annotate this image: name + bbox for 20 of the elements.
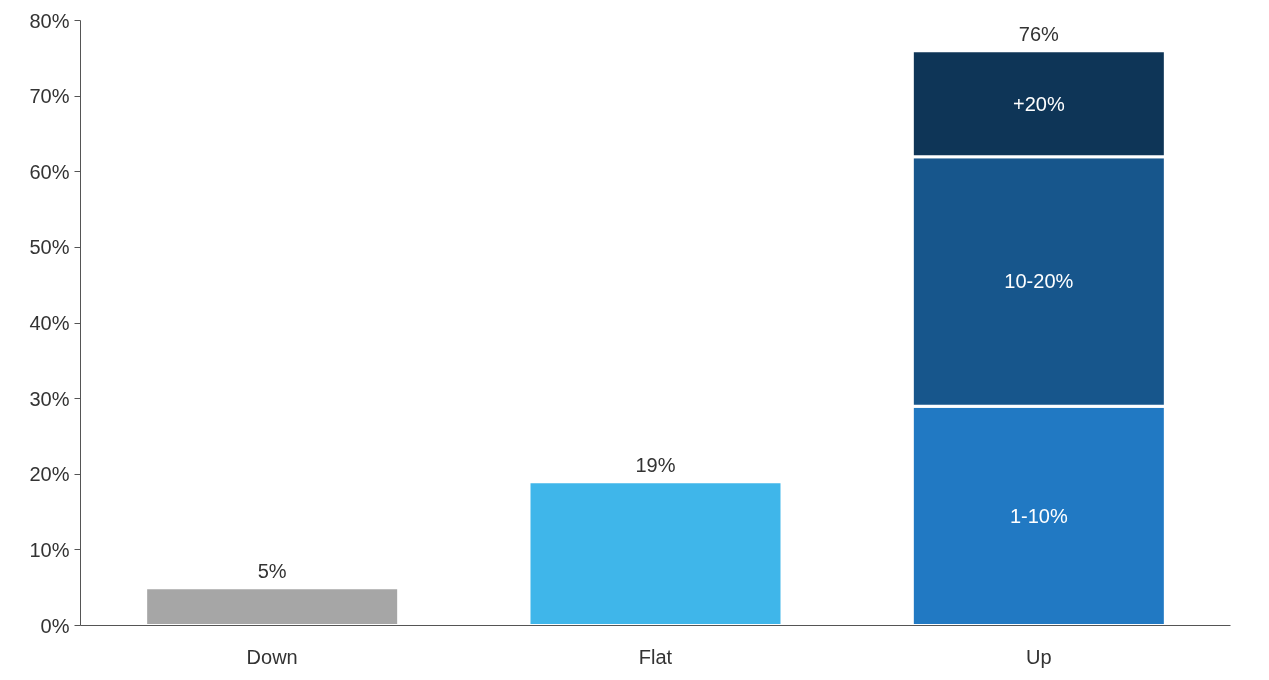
y-tick-label: 10% (29, 538, 70, 561)
y-tick-label: 0% (40, 614, 70, 637)
total-label: 19% (635, 453, 676, 476)
y-tick-label: 30% (29, 387, 70, 410)
x-tick-label: Flat (638, 645, 673, 668)
series-label: 1-10% (1009, 504, 1068, 527)
y-tick-label: 70% (29, 85, 70, 108)
bar (144, 586, 401, 626)
total-label: 76% (1018, 22, 1060, 45)
y-tick-label: 20% (29, 463, 70, 486)
y-tick-label: 50% (29, 236, 70, 259)
y-tick-label: 40% (29, 312, 70, 334)
y-tick-label: 60% (29, 160, 70, 183)
y-tick-label: 80% (29, 9, 70, 32)
x-tick-label: Down (246, 645, 298, 668)
x-tick-label: Up (1026, 645, 1052, 668)
bar (527, 480, 784, 626)
total-label: 5% (257, 559, 287, 582)
series-label: +20% (1012, 92, 1065, 115)
series-label: 10-20% (1004, 270, 1074, 293)
